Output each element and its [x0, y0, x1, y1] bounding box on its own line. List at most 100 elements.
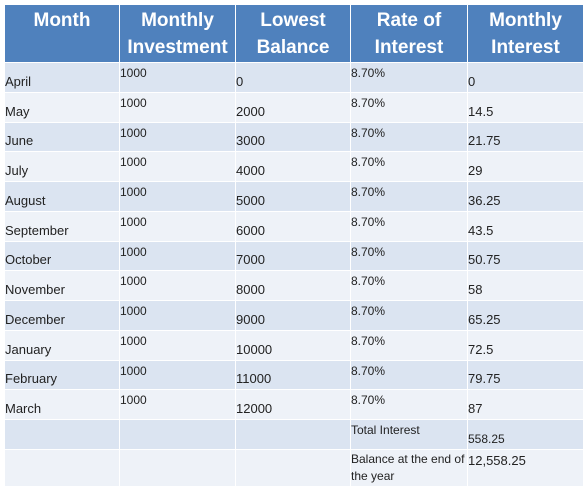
cell-monthly-interest-value: 0	[468, 73, 476, 89]
cell-monthly-investment: 1000	[119, 270, 236, 301]
header-line: Lowest	[260, 10, 326, 31]
cell-month-value: August	[5, 192, 46, 208]
table-row: September 1000 6000 8.70% 43.5	[4, 210, 584, 242]
cell-rate-of-interest-value: 8.70%	[351, 244, 386, 259]
cell-lowest-balance: 3000	[235, 121, 351, 153]
cell-monthly-investment-value: 1000	[120, 66, 147, 80]
cell-lowest-balance-value: 10000	[236, 341, 273, 357]
cell-month-value: January	[5, 341, 52, 357]
cell-month: October	[4, 240, 120, 272]
cell-monthly-investment: 1000	[119, 359, 236, 391]
cell-lowest-balance: 8000	[235, 270, 351, 301]
cell-monthly-interest-value: 79.75	[468, 371, 501, 387]
total-interest-row-label-text: Total Interest	[351, 423, 420, 437]
header-lowest-balance: Lowest Balance	[235, 4, 351, 63]
header-line: Month	[33, 10, 91, 31]
cell-monthly-interest-value: 14.5	[468, 103, 494, 119]
cell-monthly-investment: 1000	[119, 91, 236, 123]
cell-month-value: September	[5, 222, 69, 238]
cell-lowest-balance-value: 9000	[236, 311, 265, 327]
cell-month-value: May	[5, 103, 30, 119]
cell-lowest-balance-value: 2000	[236, 103, 265, 119]
cell-month: March	[4, 389, 120, 420]
cell-lowest-balance: 5000	[235, 181, 351, 212]
table-row: November 1000 8000 8.70% 58	[4, 270, 584, 301]
cell-rate-of-interest-value: 8.70%	[351, 66, 386, 80]
cell-rate-of-interest: 8.70%	[350, 389, 468, 420]
cell-rate-of-interest: 8.70%	[350, 121, 468, 153]
cell-monthly-interest: 43.5	[467, 210, 584, 242]
cell-rate-of-interest: 8.70%	[350, 300, 468, 331]
cell-rate-of-interest: 8.70%	[350, 240, 468, 272]
cell-monthly-investment-value: 1000	[120, 244, 147, 259]
cell-monthly-investment-value: 1000	[120, 333, 147, 348]
cell-lowest-balance-value: 5000	[236, 192, 265, 208]
cell-lowest-balance: 6000	[235, 210, 351, 242]
cell-month-value: December	[5, 311, 65, 327]
cell-monthly-interest: 79.75	[467, 359, 584, 391]
cell-monthly-interest-value: 21.75	[468, 133, 501, 149]
cell-lowest-balance-value: 3000	[236, 133, 265, 149]
cell-monthly-investment: 1000	[119, 210, 236, 242]
year-end-balance-row-label-text: Balance at the end of the year	[351, 451, 465, 483]
cell-monthly-investment-value: 1000	[120, 363, 147, 378]
cell-rate-of-interest-value: 8.70%	[351, 214, 386, 229]
total-interest-row-value-text: 558.25	[468, 431, 505, 446]
table-row: January 1000 10000 8.70% 72.5	[4, 329, 584, 361]
header-month: Month	[4, 4, 120, 63]
table-row: April 1000 0 8.70% 0	[4, 62, 584, 93]
cell-rate-of-interest-value: 8.70%	[351, 333, 386, 348]
interest-table: Month Monthly Investment Lowest Balance Rate …	[4, 4, 584, 487]
year-end-balance-row-value-text: 12,558.25	[468, 452, 526, 468]
header-line: Balance	[256, 37, 330, 58]
cell-month: April	[4, 62, 120, 93]
empty-cell	[4, 419, 120, 450]
cell-rate-of-interest: 8.70%	[350, 151, 468, 182]
table-header-row: Month Monthly Investment Lowest Balance Rate …	[4, 4, 584, 63]
cell-lowest-balance: 9000	[235, 300, 351, 331]
cell-monthly-investment: 1000	[119, 329, 236, 361]
cell-month-value: February	[5, 371, 58, 387]
header-rate-of-interest: Rate of Interest	[350, 4, 468, 63]
cell-month-value: April	[5, 73, 32, 89]
cell-monthly-investment: 1000	[119, 389, 236, 420]
cell-lowest-balance-value: 7000	[236, 252, 265, 268]
table-row: August 1000 5000 8.70% 36.25	[4, 181, 584, 212]
cell-monthly-interest: 50.75	[467, 240, 584, 272]
table-row: February 1000 11000 8.70% 79.75	[4, 359, 584, 391]
cell-monthly-interest: 14.5	[467, 91, 584, 123]
cell-monthly-interest: 87	[467, 389, 584, 420]
header-monthly-investment: Monthly Investment	[119, 4, 236, 63]
cell-monthly-interest: 29	[467, 151, 584, 182]
cell-month: May	[4, 91, 120, 123]
cell-monthly-investment: 1000	[119, 151, 236, 182]
year-end-balance-row-value: 12,558.25	[467, 448, 584, 487]
cell-month-value: March	[5, 401, 42, 416]
empty-cell	[4, 448, 120, 487]
table-row: May 1000 2000 8.70% 14.5	[4, 91, 584, 123]
cell-monthly-interest-value: 72.5	[468, 341, 494, 357]
cell-rate-of-interest: 8.70%	[350, 270, 468, 301]
cell-rate-of-interest: 8.70%	[350, 359, 468, 391]
header-line: Monthly	[489, 10, 562, 31]
cell-month-value: June	[5, 133, 34, 149]
cell-rate-of-interest: 8.70%	[350, 62, 468, 93]
cell-lowest-balance: 4000	[235, 151, 351, 182]
cell-monthly-investment-value: 1000	[120, 185, 147, 199]
header-line: Interest	[491, 37, 560, 58]
cell-monthly-investment: 1000	[119, 181, 236, 212]
year-end-balance-row: Balance at the end of the year 12,558.25	[4, 448, 584, 487]
cell-monthly-investment-value: 1000	[120, 304, 147, 318]
empty-cell	[235, 419, 351, 450]
cell-monthly-interest: 0	[467, 62, 584, 93]
cell-lowest-balance-value: 6000	[236, 222, 265, 238]
cell-monthly-interest-value: 36.25	[468, 192, 501, 208]
cell-lowest-balance: 12000	[235, 389, 351, 420]
cell-monthly-investment: 1000	[119, 62, 236, 93]
cell-month: June	[4, 121, 120, 153]
table-row: December 1000 9000 8.70% 65.25	[4, 300, 584, 331]
table-body: April 1000 0 8.70% 0 May 1000 2000 8.70% 14.5 June…	[4, 62, 584, 487]
cell-month: January	[4, 329, 120, 361]
cell-monthly-investment-value: 1000	[120, 95, 147, 110]
cell-monthly-interest-value: 29	[468, 163, 483, 178]
